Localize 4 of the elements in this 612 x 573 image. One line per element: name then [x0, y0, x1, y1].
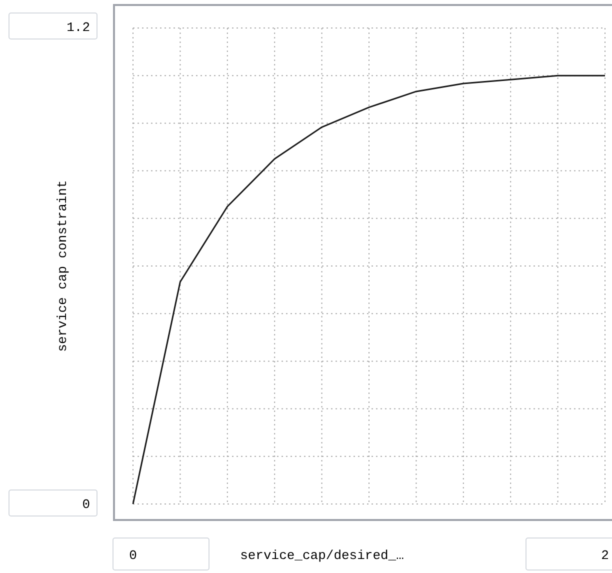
x-axis-title: service_cap/desired_…: [240, 548, 404, 563]
x-tick-label: 2: [601, 548, 609, 563]
y-axis-title: service cap constraint: [55, 180, 70, 352]
y-tick-label: 1.2: [66, 20, 90, 35]
